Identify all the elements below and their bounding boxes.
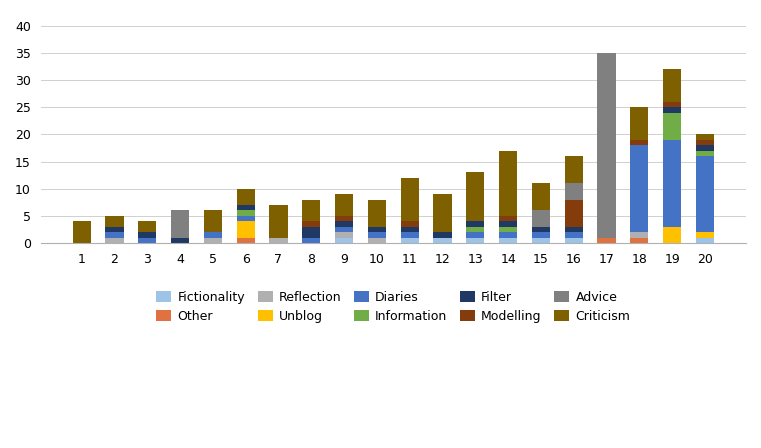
Bar: [696, 134, 714, 140]
Bar: [139, 221, 156, 232]
Bar: [139, 237, 156, 243]
Bar: [532, 232, 550, 237]
Bar: [499, 151, 517, 216]
Legend: Fictionality, Other, Reflection, Unblog, Diaries, Information, Filter, Modelling: Fictionality, Other, Reflection, Unblog,…: [151, 286, 635, 328]
Bar: [204, 237, 222, 243]
Bar: [663, 108, 681, 113]
Bar: [368, 200, 386, 227]
Bar: [499, 221, 517, 227]
Bar: [237, 221, 255, 237]
Bar: [204, 232, 222, 237]
Bar: [565, 183, 583, 200]
Bar: [663, 69, 681, 102]
Bar: [466, 221, 484, 227]
Bar: [237, 189, 255, 205]
Bar: [630, 108, 648, 140]
Bar: [237, 205, 255, 211]
Bar: [663, 102, 681, 108]
Bar: [335, 216, 353, 221]
Bar: [269, 205, 288, 237]
Bar: [466, 172, 484, 221]
Bar: [466, 227, 484, 232]
Bar: [237, 216, 255, 221]
Bar: [466, 237, 484, 243]
Bar: [368, 232, 386, 237]
Bar: [630, 232, 648, 237]
Bar: [269, 237, 288, 243]
Bar: [565, 237, 583, 243]
Bar: [499, 237, 517, 243]
Bar: [597, 237, 616, 243]
Bar: [106, 237, 123, 243]
Bar: [237, 211, 255, 216]
Bar: [532, 227, 550, 232]
Bar: [696, 237, 714, 243]
Bar: [302, 200, 320, 221]
Bar: [106, 216, 123, 227]
Bar: [532, 183, 550, 211]
Bar: [401, 227, 419, 232]
Bar: [663, 140, 681, 227]
Bar: [171, 211, 189, 237]
Bar: [335, 237, 353, 243]
Bar: [434, 232, 451, 237]
Bar: [434, 237, 451, 243]
Bar: [368, 237, 386, 243]
Bar: [630, 140, 648, 145]
Bar: [335, 227, 353, 232]
Bar: [466, 232, 484, 237]
Bar: [499, 232, 517, 237]
Bar: [532, 211, 550, 227]
Bar: [237, 237, 255, 243]
Bar: [401, 237, 419, 243]
Bar: [401, 221, 419, 227]
Bar: [565, 232, 583, 237]
Bar: [499, 216, 517, 221]
Bar: [171, 237, 189, 243]
Bar: [663, 227, 681, 243]
Bar: [302, 227, 320, 237]
Bar: [696, 232, 714, 237]
Bar: [302, 221, 320, 227]
Bar: [302, 237, 320, 243]
Bar: [368, 227, 386, 232]
Bar: [696, 156, 714, 232]
Bar: [401, 178, 419, 221]
Bar: [72, 221, 91, 243]
Bar: [630, 237, 648, 243]
Bar: [696, 140, 714, 145]
Bar: [335, 221, 353, 227]
Bar: [630, 145, 648, 232]
Bar: [696, 145, 714, 151]
Bar: [106, 232, 123, 237]
Bar: [499, 227, 517, 232]
Bar: [401, 232, 419, 237]
Bar: [565, 156, 583, 183]
Bar: [565, 227, 583, 232]
Bar: [204, 211, 222, 232]
Bar: [434, 194, 451, 232]
Bar: [335, 194, 353, 216]
Bar: [696, 151, 714, 156]
Bar: [532, 237, 550, 243]
Bar: [106, 227, 123, 232]
Bar: [335, 232, 353, 237]
Bar: [565, 200, 583, 227]
Bar: [139, 232, 156, 237]
Bar: [663, 113, 681, 140]
Bar: [597, 53, 616, 237]
